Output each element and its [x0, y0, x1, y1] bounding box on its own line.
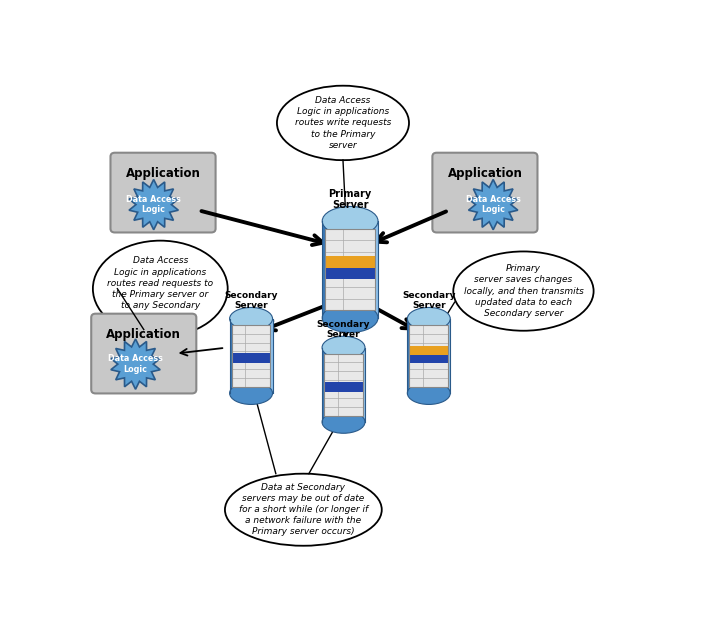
- Text: Primary
Server: Primary Server: [329, 188, 372, 210]
- Bar: [370, 221, 378, 318]
- FancyBboxPatch shape: [111, 153, 216, 233]
- Bar: [410, 324, 448, 388]
- FancyBboxPatch shape: [91, 314, 197, 394]
- Bar: [324, 383, 363, 392]
- Bar: [325, 229, 375, 310]
- Bar: [322, 348, 365, 422]
- Bar: [410, 346, 448, 354]
- Text: Data Access
Logic: Data Access Logic: [108, 354, 163, 374]
- Bar: [324, 354, 363, 416]
- Bar: [359, 348, 365, 422]
- Text: Data Access
Logic: Data Access Logic: [126, 195, 181, 214]
- Bar: [322, 221, 331, 318]
- Bar: [325, 268, 375, 279]
- Ellipse shape: [229, 308, 273, 330]
- Bar: [266, 319, 273, 393]
- Bar: [410, 354, 448, 363]
- Bar: [231, 324, 271, 388]
- Bar: [325, 256, 375, 268]
- Ellipse shape: [229, 382, 273, 404]
- Text: Application: Application: [126, 167, 200, 180]
- Bar: [444, 319, 450, 393]
- Bar: [408, 319, 414, 393]
- Ellipse shape: [322, 207, 378, 236]
- Polygon shape: [129, 180, 178, 230]
- Ellipse shape: [322, 411, 365, 433]
- Bar: [231, 353, 271, 363]
- Ellipse shape: [225, 474, 382, 546]
- Text: Application: Application: [447, 167, 523, 180]
- Bar: [325, 229, 375, 310]
- Text: Data at Secondary
servers may be out of date
for a short while (or longer if
a n: Data at Secondary servers may be out of …: [239, 483, 368, 537]
- Bar: [229, 319, 236, 393]
- Text: Data Access
Logic in applications
routes read requests to
the Primary server or
: Data Access Logic in applications routes…: [107, 256, 213, 321]
- Bar: [322, 221, 378, 318]
- Ellipse shape: [93, 241, 228, 337]
- Text: Secondary
Server: Secondary Server: [224, 291, 278, 310]
- Ellipse shape: [408, 382, 450, 404]
- Polygon shape: [111, 339, 160, 389]
- Text: Secondary
Server: Secondary Server: [402, 291, 456, 310]
- Bar: [410, 324, 448, 388]
- Text: Secondary
Server: Secondary Server: [317, 319, 371, 339]
- Text: Primary
server saves changes
locally, and then transmits
updated data to each
Se: Primary server saves changes locally, an…: [464, 265, 584, 318]
- Text: Data Access
Logic in applications
routes write requests
to the Primary
server: Data Access Logic in applications routes…: [295, 96, 391, 150]
- Ellipse shape: [322, 336, 365, 359]
- Bar: [408, 319, 450, 393]
- Ellipse shape: [453, 251, 594, 331]
- Text: Data Access
Logic: Data Access Logic: [466, 195, 520, 214]
- Bar: [231, 324, 271, 388]
- Polygon shape: [469, 180, 518, 230]
- Ellipse shape: [277, 85, 409, 160]
- Ellipse shape: [322, 303, 378, 333]
- Ellipse shape: [408, 308, 450, 330]
- Bar: [324, 354, 363, 416]
- Text: Application: Application: [106, 328, 181, 341]
- Bar: [322, 348, 329, 422]
- Bar: [229, 319, 273, 393]
- FancyBboxPatch shape: [432, 153, 537, 233]
